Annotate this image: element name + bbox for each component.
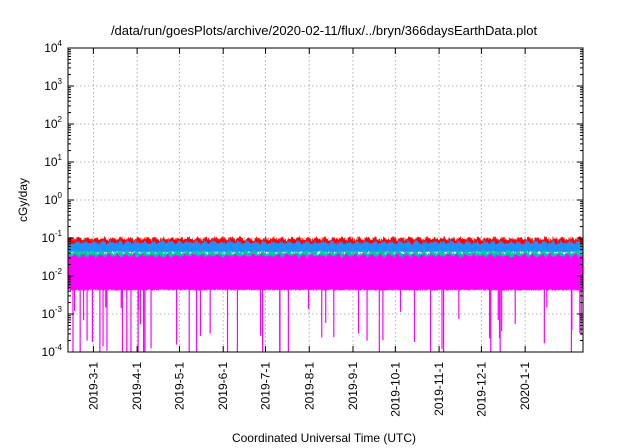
series-band-4: [67, 253, 584, 291]
x-tick-label: 2019-8-1: [302, 362, 316, 410]
y-tick-label: 10-4: [42, 343, 63, 359]
x-tick-label: 2019-4-1: [130, 362, 144, 410]
y-tick-label: 103: [44, 77, 62, 93]
x-tick-label: 2020-1-1: [518, 362, 532, 410]
x-tick-label: 2019-12-1: [474, 362, 488, 417]
x-tick-label: 2019-11-1: [432, 362, 446, 416]
y-tick-label: 10-1: [42, 229, 63, 245]
y-axis-label: cGy/day: [16, 178, 30, 222]
chart-title: /data/run/goesPlots/archive/2020-02-11/f…: [111, 23, 538, 38]
y-tick-label: 10-3: [42, 305, 63, 321]
x-tick-label: 2019-5-1: [173, 362, 187, 410]
x-tick-label: 2019-10-1: [388, 362, 402, 417]
y-tick-label: 104: [44, 39, 62, 55]
y-tick-label: 100: [44, 191, 62, 207]
y-tick-label: 10-2: [42, 267, 63, 283]
x-tick-label: 2019-7-1: [259, 362, 273, 410]
x-tick-label: 2019-9-1: [346, 362, 360, 410]
y-tick-label: 101: [44, 153, 62, 169]
plot-area: [67, 47, 584, 353]
series-dropouts: [72, 289, 582, 352]
x-tick-label: 2019-3-1: [86, 362, 100, 410]
y-tick-label: 102: [44, 115, 62, 131]
x-axis-label: Coordinated Universal Time (UTC): [232, 431, 416, 445]
x-tick-label: 2019-6-1: [216, 362, 230, 410]
